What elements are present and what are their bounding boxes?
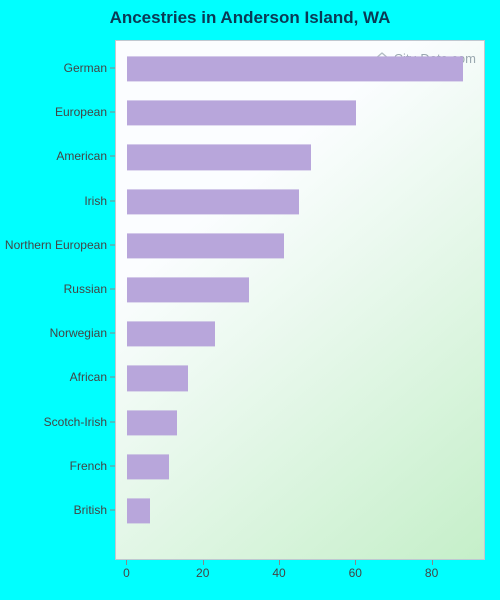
x-axis-label: 80	[425, 566, 438, 580]
y-axis-label: Scotch-Irish	[0, 415, 107, 429]
x-axis-label: 60	[349, 566, 362, 580]
bar	[127, 101, 356, 126]
x-axis-tick	[432, 560, 433, 565]
y-axis-label: Russian	[0, 282, 107, 296]
bar	[127, 277, 249, 302]
y-axis-tick	[110, 200, 115, 201]
y-axis-tick	[110, 112, 115, 113]
chart-container: Ancestries in Anderson Island, WA City-D…	[0, 0, 500, 600]
x-axis-tick	[355, 560, 356, 565]
y-axis-label: American	[0, 149, 107, 163]
y-axis-label: Norwegian	[0, 326, 107, 340]
x-axis-label: 40	[272, 566, 285, 580]
y-axis-tick	[110, 333, 115, 334]
bar	[127, 366, 188, 391]
y-axis-label: German	[0, 61, 107, 75]
y-axis-label: Northern European	[0, 238, 107, 252]
bar	[127, 56, 463, 81]
x-axis-label: 0	[123, 566, 130, 580]
y-axis-label: British	[0, 503, 107, 517]
chart-title: Ancestries in Anderson Island, WA	[0, 8, 500, 28]
bar	[127, 454, 169, 479]
y-axis-label: Irish	[0, 194, 107, 208]
y-axis-tick	[110, 244, 115, 245]
y-axis-tick	[110, 421, 115, 422]
y-axis-label: French	[0, 459, 107, 473]
y-axis-tick	[110, 156, 115, 157]
bar	[127, 322, 215, 347]
y-axis-label: European	[0, 105, 107, 119]
y-axis-tick	[110, 377, 115, 378]
y-axis-tick	[110, 465, 115, 466]
bar	[127, 145, 310, 170]
bar	[127, 233, 283, 258]
bar	[127, 498, 150, 523]
bar	[127, 189, 299, 214]
x-axis-tick	[203, 560, 204, 565]
x-axis-tick	[279, 560, 280, 565]
plot-area: City-Data.com	[115, 40, 485, 560]
y-axis-tick	[110, 68, 115, 69]
bar	[127, 410, 177, 435]
x-axis-tick	[126, 560, 127, 565]
y-axis-tick	[110, 289, 115, 290]
y-axis-tick	[110, 510, 115, 511]
x-axis-label: 20	[196, 566, 209, 580]
y-axis-label: African	[0, 370, 107, 384]
